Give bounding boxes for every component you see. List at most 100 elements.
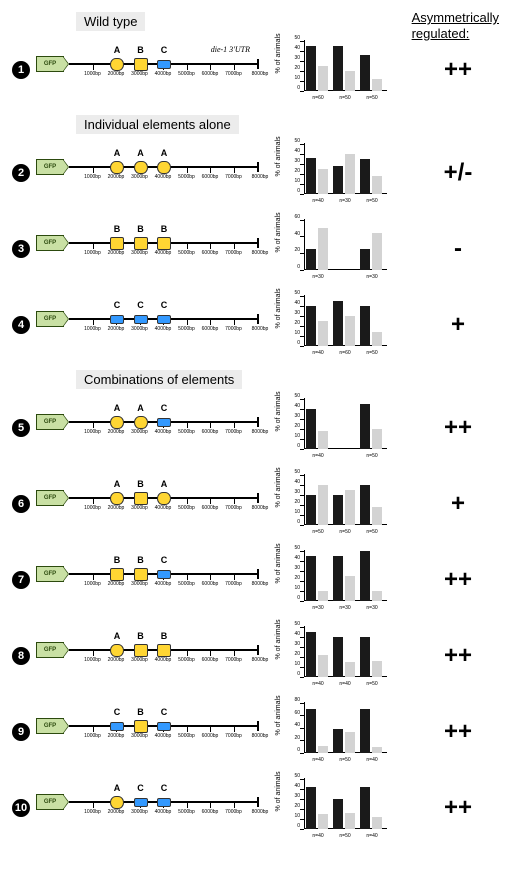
group-n-label: n=40: [366, 757, 377, 763]
gfp-arrow-fill-icon: [63, 795, 68, 809]
y-tick-label: 30: [290, 565, 300, 571]
y-tick: [300, 571, 304, 572]
bar-dark: [360, 485, 370, 525]
ruler-tick: [210, 499, 211, 504]
element-A-icon: [110, 58, 124, 71]
element-B-icon: [110, 568, 124, 581]
ruler-label: 3000bp: [131, 809, 148, 815]
ruler-label: 1000bp: [84, 429, 101, 435]
line-end-cap: [257, 493, 259, 503]
group-n-label: n=40: [339, 681, 350, 687]
ruler-label: 1000bp: [84, 326, 101, 332]
y-tick-label: 40: [290, 631, 300, 637]
y-tick: [300, 429, 304, 430]
group-n-label: n=40: [312, 757, 323, 763]
element-label: B: [137, 707, 144, 717]
gfp-box: GFP: [36, 566, 64, 582]
group-n-label: n=40: [312, 681, 323, 687]
gfp-box: GFP: [36, 235, 64, 251]
construct-diagram: GFP8000bp1000bp2000bp3000bp4000bp5000bp6…: [36, 401, 266, 455]
bar-light: [318, 746, 328, 754]
group-n-label: n=50: [339, 833, 350, 839]
ruler-tick: [93, 727, 94, 732]
bar-dark: [333, 46, 343, 91]
bar-dark: [306, 556, 316, 601]
y-tick: [300, 296, 304, 297]
element-label: A: [137, 148, 144, 158]
y-tick-label: 50: [290, 469, 300, 475]
line-end-cap: [257, 721, 259, 731]
element-label: C: [161, 555, 168, 565]
group-n-label: n=50: [366, 681, 377, 687]
ruler-end-label: 8000bp: [252, 71, 269, 77]
ruler-label: 3000bp: [131, 250, 148, 256]
y-tick: [300, 677, 304, 678]
bar-dark: [306, 632, 316, 677]
ruler-label: 4000bp: [155, 71, 172, 77]
ruler-tick: [93, 499, 94, 504]
element-A-icon: [110, 492, 124, 505]
y-tick: [300, 581, 304, 582]
ruler-label: 5000bp: [178, 657, 195, 663]
element-B-icon: [157, 237, 171, 250]
element-label: A: [114, 148, 121, 158]
ruler-tick: [234, 651, 235, 656]
ruler-tick: [93, 244, 94, 249]
bar-group: [306, 306, 330, 346]
element-C-icon: [110, 722, 124, 731]
ruler-label: 1000bp: [84, 733, 101, 739]
ruler-tick: [210, 803, 211, 808]
ruler-tick: [187, 168, 188, 173]
group-n-label: n=50: [339, 95, 350, 101]
element-A-icon: [157, 161, 171, 174]
line-end-cap: [257, 797, 259, 807]
bar-group: [360, 306, 384, 346]
gfp-arrow-fill-icon: [63, 312, 68, 326]
element-label: A: [137, 403, 144, 413]
element-label: B: [161, 224, 168, 234]
bar-dark: [306, 787, 316, 829]
group-n-label: n=60: [339, 350, 350, 356]
ruler-tick: [210, 575, 211, 580]
y-tick-label: 40: [290, 479, 300, 485]
bar-dark: [333, 166, 343, 194]
ruler-tick: [234, 320, 235, 325]
y-tick: [300, 515, 304, 516]
bar-group: [306, 46, 330, 91]
group-n-label: n=30: [312, 274, 323, 280]
y-tick-label: 0: [290, 519, 300, 525]
ruler-tick: [234, 727, 235, 732]
bar-light: [318, 485, 328, 525]
ruler-label: 3000bp: [131, 505, 148, 511]
y-tick: [300, 551, 304, 552]
gfp-arrow-fill-icon: [63, 643, 68, 657]
line-end-cap: [257, 645, 259, 655]
row-number-badge: 10: [12, 799, 30, 817]
ruler-tick: [210, 651, 211, 656]
bar-dark: [360, 637, 370, 677]
bar-light: [372, 507, 382, 525]
y-tick-label: 80: [290, 697, 300, 703]
element-label: C: [161, 783, 168, 793]
y-tick: [300, 799, 304, 800]
construct-row: 4GFP8000bp1000bp2000bp3000bp4000bp5000bp…: [6, 290, 515, 360]
group-n-label: n=40: [312, 833, 323, 839]
ruler-tick: [93, 575, 94, 580]
bar-chart: % of animals01020304050n=40n=60n=50: [286, 292, 391, 358]
ruler-tick: [93, 651, 94, 656]
ruler-label: 2000bp: [108, 174, 125, 180]
line-end-cap: [257, 59, 259, 69]
ruler-end-label: 8000bp: [252, 733, 269, 739]
y-tick: [300, 740, 304, 741]
bar-dark: [360, 709, 370, 753]
gfp-box: GFP: [36, 718, 64, 734]
gfp-arrow-fill-icon: [63, 160, 68, 174]
bar-dark: [306, 249, 316, 270]
y-tick-label: 0: [290, 188, 300, 194]
construct-diagram: GFP8000bp1000bp2000bp3000bp4000bp5000bp6…: [36, 477, 266, 531]
bar-light: [318, 321, 328, 346]
y-tick-label: 50: [290, 773, 300, 779]
ruler-label: 1000bp: [84, 809, 101, 815]
ruler-label: 4000bp: [155, 429, 172, 435]
gfp-box: GFP: [36, 414, 64, 430]
